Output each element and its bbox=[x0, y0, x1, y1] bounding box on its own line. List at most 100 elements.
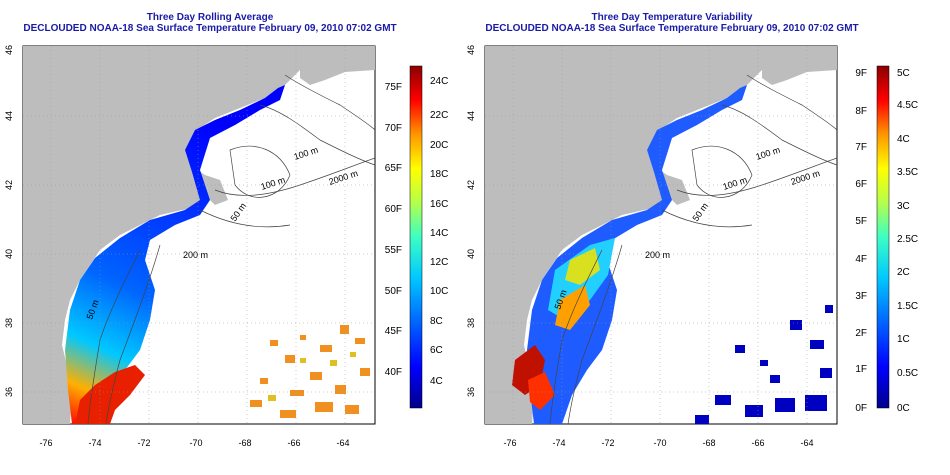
left-panel-title: Three Day Rolling Average DECLOUDED NOAA… bbox=[0, 12, 420, 34]
colorbar-c-label: 3.5C bbox=[897, 167, 918, 178]
right-shelf-water bbox=[527, 85, 747, 424]
left-colorbar-c-labels: 24C 22C 20C 18C 16C 14C 12C 10C 8C 6C 4C bbox=[430, 76, 448, 387]
colorbar-c-label: 0.5C bbox=[897, 368, 918, 379]
colorbar-f-label: 7F bbox=[855, 142, 867, 153]
left-colorbar bbox=[409, 65, 423, 409]
colorbar-f-label: 3F bbox=[855, 291, 867, 302]
colorbar-c-label: 6C bbox=[430, 345, 443, 356]
depth-label: 50 m bbox=[552, 288, 568, 310]
depth-label: 100 m bbox=[722, 175, 749, 192]
colorbar-f-label: 8F bbox=[855, 106, 867, 117]
colorbar-f-label: 9F bbox=[855, 68, 867, 79]
lat-tick: 38 bbox=[466, 318, 476, 328]
right-grid bbox=[485, 46, 837, 424]
right-colorbar-f-labels: 9F 8F 7F 6F 5F 4F 3F 2F 1F 0F bbox=[855, 68, 867, 414]
depth-label: 200 m bbox=[183, 250, 208, 260]
lon-tick: -74 bbox=[552, 438, 565, 448]
left-map-frame bbox=[22, 45, 376, 425]
lat-tick: 44 bbox=[466, 111, 476, 121]
colorbar-c-label: 2C bbox=[897, 267, 910, 278]
lon-tick: -76 bbox=[39, 438, 52, 448]
right-land bbox=[485, 46, 762, 424]
colorbar-c-label: 4C bbox=[430, 376, 443, 387]
colorbar-f-label: 45F bbox=[385, 326, 402, 337]
lon-tick: -70 bbox=[189, 438, 202, 448]
left-shelf-water bbox=[65, 85, 285, 424]
lat-tick: 38 bbox=[4, 318, 14, 328]
colorbar-c-label: 1C bbox=[897, 334, 910, 345]
lon-tick: -64 bbox=[800, 438, 813, 448]
lat-tick: 36 bbox=[466, 387, 476, 397]
left-bathymetry-contours bbox=[87, 74, 375, 424]
colorbar-c-label: 16C bbox=[430, 199, 448, 210]
right-lon-axis: -76 -74 -72 -70 -68 -66 -64 bbox=[503, 438, 813, 448]
depth-label: 100 m bbox=[260, 175, 287, 192]
colorbar-c-label: 12C bbox=[430, 257, 448, 268]
lon-tick: -68 bbox=[238, 438, 251, 448]
depth-label: 50 m bbox=[228, 201, 248, 223]
depth-label: 2000 m bbox=[328, 168, 360, 187]
left-offshore-patches bbox=[250, 325, 370, 418]
colorbar-c-label: 20C bbox=[430, 140, 448, 151]
right-panel-title: Three Day Temperature Variability DECLOU… bbox=[462, 12, 882, 34]
colorbar-f-label: 55F bbox=[385, 245, 402, 256]
colorbar-f-label: 6F bbox=[855, 179, 867, 190]
lon-tick: -64 bbox=[336, 438, 349, 448]
depth-label: 50 m bbox=[690, 201, 710, 223]
colorbar-f-label: 5F bbox=[855, 216, 867, 227]
colorbar-f-label: 70F bbox=[385, 123, 402, 134]
right-lat-axis: 46 44 42 40 38 36 bbox=[466, 45, 476, 397]
depth-label: 2000 m bbox=[790, 168, 822, 187]
right-high-variability bbox=[512, 345, 545, 395]
colorbar-f-label: 0F bbox=[855, 403, 867, 414]
left-lat-axis: 46 44 42 40 38 36 bbox=[4, 45, 14, 397]
lat-tick: 40 bbox=[4, 249, 14, 259]
right-bathymetry-contours bbox=[549, 74, 837, 424]
colorbar-c-label: 4.5C bbox=[897, 100, 918, 111]
colorbar-c-label: 5C bbox=[897, 68, 910, 79]
left-lon-axis: -76 -74 -72 -70 -68 -66 -64 bbox=[39, 438, 349, 448]
left-grid bbox=[23, 46, 375, 424]
lon-tick: -74 bbox=[88, 438, 101, 448]
lat-tick: 40 bbox=[466, 249, 476, 259]
depth-label: 50 m bbox=[84, 298, 100, 320]
colorbar-c-label: 10C bbox=[430, 286, 448, 297]
lon-tick: -66 bbox=[751, 438, 764, 448]
colorbar-c-label: 24C bbox=[430, 76, 448, 87]
colorbar-f-label: 65F bbox=[385, 163, 402, 174]
colorbar-f-label: 50F bbox=[385, 286, 402, 297]
colorbar-c-label: 18C bbox=[430, 169, 448, 180]
colorbar-c-label: 8C bbox=[430, 316, 443, 327]
right-map-frame bbox=[484, 45, 838, 425]
right-title-line1: Three Day Temperature Variability bbox=[591, 12, 753, 23]
colorbar-f-label: 1F bbox=[855, 364, 867, 375]
left-land bbox=[23, 46, 300, 424]
right-colorbar-c-labels: 5C 4.5C 4C 3.5C 3C 2.5C 2C 1.5C 1C 0.5C … bbox=[897, 68, 918, 414]
colorbar-c-label: 1.5C bbox=[897, 301, 918, 312]
right-colorbar bbox=[876, 65, 890, 409]
depth-label: 100 m bbox=[293, 145, 320, 162]
lon-tick: -66 bbox=[287, 438, 300, 448]
lon-tick: -72 bbox=[137, 438, 150, 448]
colorbar-c-label: 14C bbox=[430, 228, 448, 239]
colorbar-c-label: 3C bbox=[897, 201, 910, 212]
colorbar-f-label: 60F bbox=[385, 204, 402, 215]
lat-tick: 42 bbox=[4, 180, 14, 190]
colorbar-c-label: 2.5C bbox=[897, 234, 918, 245]
left-gulfstream bbox=[75, 365, 145, 424]
depth-label: 200 m bbox=[645, 250, 670, 260]
left-title-line1: Three Day Rolling Average bbox=[146, 12, 274, 23]
colorbar-f-label: 2F bbox=[855, 328, 867, 339]
colorbar-c-label: 0C bbox=[897, 403, 910, 414]
lon-tick: -72 bbox=[601, 438, 614, 448]
right-title-line2: DECLOUDED NOAA-18 Sea Surface Temperatur… bbox=[485, 23, 859, 34]
colorbar-f-label: 4F bbox=[855, 254, 867, 265]
lat-tick: 46 bbox=[466, 45, 476, 55]
lat-tick: 44 bbox=[4, 111, 14, 121]
left-colorbar-f-labels: 75F 70F 65F 60F 55F 50F 45F 40F bbox=[385, 82, 402, 378]
depth-label: 100 m bbox=[755, 145, 782, 162]
lon-tick: -68 bbox=[702, 438, 715, 448]
colorbar-f-label: 75F bbox=[385, 82, 402, 93]
lat-tick: 42 bbox=[466, 180, 476, 190]
